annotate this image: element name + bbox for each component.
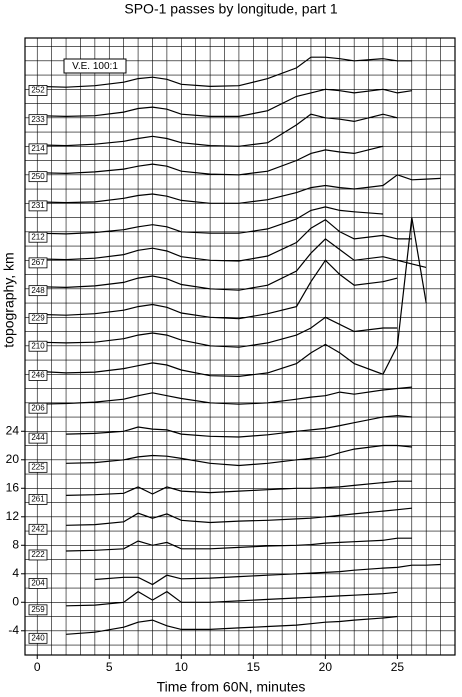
profile-line (37, 238, 427, 291)
series-label-box (28, 313, 48, 324)
y-tick-label: 0 (12, 594, 19, 608)
profile-line (66, 444, 412, 467)
x-tick-label: 25 (391, 660, 405, 674)
series-label-box (28, 85, 48, 96)
series-label: 229 (31, 314, 45, 323)
series-label: 246 (31, 371, 45, 380)
x-tick-label: 20 (319, 660, 333, 674)
profile-line (37, 206, 384, 235)
profile-line (37, 316, 398, 348)
y-tick-label: 16 (6, 480, 20, 494)
series-label-box (28, 114, 48, 126)
series-label-box (28, 285, 48, 297)
series-label: 206 (31, 403, 45, 412)
series-label-box (28, 200, 48, 212)
x-tick-label: 10 (175, 660, 189, 674)
y-axis-label: topography, km (1, 252, 17, 347)
series-label: 244 (31, 433, 45, 442)
x-tick-label: 5 (106, 660, 113, 674)
profile-line (66, 537, 412, 552)
series-label-box (28, 578, 48, 589)
profile-line (94, 563, 441, 586)
annotation-box (63, 58, 127, 74)
series-label-box (28, 604, 48, 616)
profile-line (37, 259, 398, 320)
profile-line (66, 480, 412, 496)
profile-line (37, 88, 412, 118)
y-tick-label: -4 (8, 623, 19, 637)
series-label-box (28, 257, 48, 269)
series-label: 214 (31, 144, 45, 153)
series-label-box (28, 432, 48, 444)
profile-line (37, 174, 441, 204)
series-label: 204 (31, 579, 45, 588)
profile-line (66, 615, 398, 635)
series-label: 259 (31, 605, 45, 614)
series-label: 212 (31, 232, 45, 241)
series-label-box (28, 340, 48, 352)
series-label: 210 (31, 341, 45, 350)
series-label-box (28, 461, 48, 473)
profile-line (37, 217, 427, 378)
series-label-box (28, 370, 48, 381)
series-label: 231 (31, 201, 45, 210)
y-tick-label: 20 (6, 452, 20, 466)
annotation: V.E. 100:1 (72, 61, 118, 72)
series-label-box (28, 402, 48, 414)
profile-line (37, 113, 398, 147)
series-label: 233 (31, 115, 45, 124)
series-label: 248 (31, 286, 45, 295)
profile-line (37, 218, 412, 262)
x-tick-label: 0 (34, 660, 41, 674)
series-label: 261 (31, 495, 45, 504)
x-tick-label: 15 (247, 660, 261, 674)
series-label: 242 (31, 524, 45, 533)
series-label-box (28, 171, 48, 183)
y-tick-label: 4 (12, 566, 19, 580)
chart-title: SPO-1 passes by longitude, part 1 (124, 1, 337, 17)
series-label: 240 (31, 633, 45, 642)
series-label-box (28, 549, 48, 561)
profile-line (37, 386, 412, 405)
profile-line (37, 145, 384, 176)
series-label-box (28, 143, 48, 155)
y-tick-label: 12 (6, 509, 20, 523)
series-label-box (28, 231, 48, 243)
profile-line (66, 507, 412, 526)
profile-line (66, 414, 412, 438)
series-label-box (28, 632, 48, 644)
series-label: 250 (31, 172, 45, 181)
series-label-box (28, 523, 48, 535)
series-label-box (28, 494, 48, 505)
profile-line (66, 590, 398, 607)
x-axis-label: Time from 60N, minutes (157, 679, 306, 695)
series-label: 252 (31, 86, 45, 95)
y-tick-label: 24 (6, 423, 20, 437)
series-label: 222 (31, 550, 45, 559)
profile-line (37, 56, 412, 88)
plot-frame (24, 37, 456, 656)
series-label: 225 (31, 462, 45, 471)
y-tick-label: 8 (12, 537, 19, 551)
series-label: 267 (31, 258, 45, 267)
